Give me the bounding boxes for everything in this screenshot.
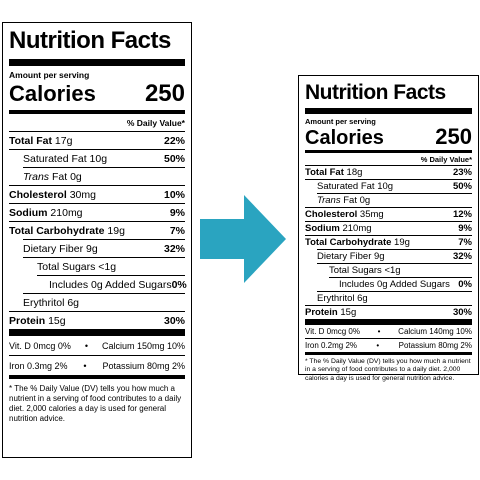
- footnote: * The % Daily Value (DV) tells you how m…: [305, 358, 471, 382]
- cholesterol-row: Cholesterol 30mg 10%: [9, 189, 185, 201]
- thick-divider: [305, 108, 472, 114]
- total-sugars-row: Total Sugars <1g: [37, 261, 117, 273]
- added-sugars-row: Includes 0g Added Sugars 0%: [49, 279, 187, 291]
- saturated-fat-row: Saturated Fat 10g 50%: [23, 153, 185, 165]
- vitd-calcium-row: Vit. D 0mcg 0% • Calcium 140mg 10%: [305, 327, 472, 336]
- cholesterol-row: Cholesterol 35mg 12%: [305, 209, 472, 220]
- daily-value-header: % Daily Value*: [420, 155, 472, 164]
- total-carbohydrate-row: Total Carbohydrate 19g 7%: [9, 225, 185, 237]
- iron-potassium-row: Iron 0.3mg 2% • Potassium 80mg 2%: [9, 361, 185, 371]
- erythritol-row: Erythritol 6g: [317, 293, 368, 304]
- total-fat-dv: 22%: [163, 135, 185, 147]
- calories-label: Calories: [305, 127, 384, 149]
- protein-row: Protein 15g 30%: [305, 307, 472, 318]
- total-sugars-row: Total Sugars <1g: [329, 265, 401, 276]
- trans-fat-row: Trans Fat 0g: [317, 195, 371, 206]
- dietary-fiber-row: Dietary Fiber 9g 32%: [23, 243, 185, 255]
- thick-divider: [305, 319, 472, 325]
- right-arrow-icon: [200, 195, 286, 283]
- footnote: * The % Daily Value (DV) tells you how m…: [9, 384, 182, 423]
- calories-label: Calories: [9, 81, 96, 106]
- nutrition-label-before: Nutrition Facts Amount per serving Calor…: [2, 22, 192, 458]
- total-fat-row: Total Fat 17g 22%: [9, 135, 185, 147]
- medium-divider: [305, 150, 472, 153]
- label-title: Nutrition Facts: [305, 81, 446, 104]
- iron-potassium-row: Iron 0.2mg 2% • Potassium 80mg 2%: [305, 341, 472, 350]
- calories-value: 250: [435, 124, 472, 149]
- amount-per-serving: Amount per serving: [9, 70, 90, 80]
- total-fat-row: Total Fat 18g 23%: [305, 167, 472, 178]
- total-carbohydrate-row: Total Carbohydrate 19g 7%: [305, 237, 472, 248]
- vitd-calcium-row: Vit. D 0mcg 0% • Calcium 150mg 10%: [9, 341, 185, 351]
- thick-divider: [9, 329, 185, 336]
- trans-fat-row: Trans Fat 0g: [23, 171, 82, 183]
- calories-row: Calories 250: [9, 82, 185, 106]
- erythritol-row: Erythritol 6g: [23, 297, 80, 309]
- sodium-row: Sodium 210mg 9%: [9, 207, 185, 219]
- amount-per-serving: Amount per serving: [305, 117, 376, 126]
- calories-value: 250: [144, 80, 185, 107]
- sodium-row: Sodium 210mg 9%: [305, 223, 472, 234]
- thick-divider: [9, 59, 185, 66]
- calories-row: Calories 250: [305, 124, 472, 149]
- dietary-fiber-row: Dietary Fiber 9g 32%: [317, 251, 472, 262]
- added-sugars-row: Includes 0g Added Sugars 0%: [339, 279, 472, 290]
- medium-divider: [9, 110, 185, 114]
- saturated-fat-row: Saturated Fat 10g 50%: [317, 181, 472, 192]
- nutrition-label-after: Nutrition Facts Amount per serving Calor…: [298, 75, 479, 382]
- daily-value-header: % Daily Value*: [126, 118, 185, 128]
- label-title: Nutrition Facts: [9, 27, 171, 54]
- protein-row: Protein 15g 30%: [9, 315, 185, 327]
